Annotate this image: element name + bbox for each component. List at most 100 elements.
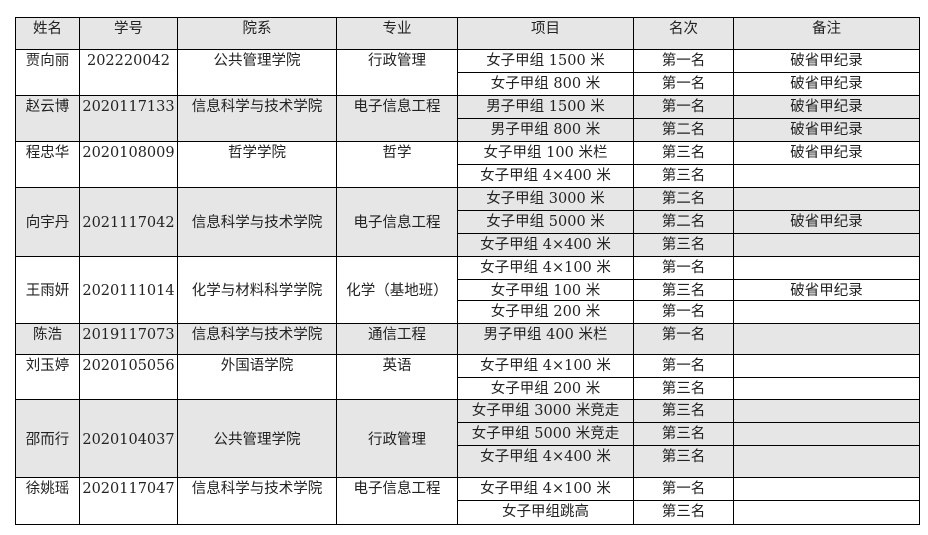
student-name-cell: 邵而行 <box>15 399 80 478</box>
rank-cell: 第一名 <box>633 72 734 96</box>
student-name-cell: 向宇丹 <box>15 187 80 257</box>
rank-cell: 第三名 <box>633 422 734 446</box>
rank-cell: 第一名 <box>633 256 734 280</box>
table-row: 女子甲组 4×400 米第三名 <box>16 164 920 188</box>
rank-cell: 第三名 <box>633 377 734 400</box>
note-cell <box>733 477 920 501</box>
header-rank: 名次 <box>633 17 734 50</box>
event-cell: 男子甲组 1500 米 <box>457 95 634 119</box>
college-cell: 信息科学与技术学院 <box>177 323 337 355</box>
rank-cell: 第一名 <box>633 300 734 324</box>
table-row: 女子甲组 800 米第一名 破省甲纪录 <box>16 72 920 96</box>
table-row: 男子甲组 800 米第二名 破省甲纪录 <box>16 118 920 142</box>
student-id-cell: 2020104037 <box>79 399 178 478</box>
event-cell: 女子甲组 100 米 <box>457 279 634 301</box>
major-cell: 哲学 <box>336 141 458 188</box>
college-cell: 外国语学院 <box>177 354 337 400</box>
student-name-cell: 刘玉婷 <box>15 354 80 400</box>
rank-cell: 第一名 <box>633 49 734 73</box>
student-name-cell: 程忠华 <box>15 141 80 188</box>
table-row: 女子甲组跳高 第三名 <box>16 500 920 525</box>
note-cell <box>733 164 920 188</box>
note-cell <box>733 256 920 280</box>
rank-cell: 第二名 <box>633 210 734 234</box>
event-cell: 女子甲组跳高 <box>457 500 634 525</box>
note-cell: 破省甲纪录 <box>733 141 920 165</box>
event-cell: 女子甲组 800 米 <box>457 72 634 96</box>
student-name-cell: 陈浩 <box>15 323 80 355</box>
student-name-cell: 赵云博 <box>15 95 80 142</box>
student-id-cell: 2020108009 <box>79 141 178 188</box>
major-cell: 化学（基地班） <box>336 256 458 324</box>
student-id-cell: 2020117133 <box>79 95 178 142</box>
header-major: 专业 <box>336 17 458 50</box>
rank-cell: 第一名 <box>633 95 734 119</box>
header-note: 备注 <box>733 17 920 50</box>
event-cell: 女子甲组 3000 米竞走 <box>457 399 634 423</box>
note-cell <box>733 445 920 478</box>
event-cell: 女子甲组 5000 米 <box>457 210 634 234</box>
table-body: 贾向丽 202220042 公共管理学院 行政管理 女子甲组 1500 米第一名 破省甲纪… <box>15 49 920 525</box>
student-id-cell: 2020117047 <box>79 477 178 525</box>
major-cell: 通信工程 <box>336 323 458 355</box>
note-cell <box>733 500 920 525</box>
major-cell: 电子信息工程 <box>336 187 458 257</box>
header-student-id: 学号 <box>79 17 178 50</box>
rank-cell: 第三名 <box>633 500 734 525</box>
table-row: 女子甲组 4×400 米第三名 <box>16 445 920 478</box>
event-cell: 女子甲组 4×100 米 <box>457 256 634 280</box>
table-row: 女子甲组 100 米第三名 破省甲纪录 <box>16 279 920 301</box>
student-name-cell: 徐姚瑶 <box>15 477 80 525</box>
table-row: 女子甲组 5000 米第二名 破省甲纪录 <box>16 210 920 234</box>
table-row: 程忠华 2020108009 哲学学院 哲学 女子甲组 100 米栏 第三名 破省甲纪录 <box>15 141 920 188</box>
awards-table: 姓名 学号 院系 专业 项目 名次 备注 贾向丽 202220042 公共管理学院行… <box>15 17 920 525</box>
note-cell: 破省甲纪录 <box>733 118 920 142</box>
event-cell: 女子甲组 200 米 <box>457 300 634 324</box>
note-cell <box>733 399 920 423</box>
note-cell <box>733 422 920 446</box>
table-row: 女子甲组 4×400 米第三名 <box>16 233 920 257</box>
event-cell: 女子甲组 4×100 米 <box>457 477 634 501</box>
note-cell <box>733 300 920 324</box>
college-cell: 化学与材料科学学院 <box>177 256 337 324</box>
rank-cell: 第二名 <box>633 187 734 211</box>
student-id-cell: 2021117042 <box>79 187 178 257</box>
event-cell: 女子甲组 4×400 米 <box>457 164 634 188</box>
event-cell: 女子甲组 4×100 米 <box>457 354 634 378</box>
rank-cell: 第三名 <box>633 279 734 301</box>
rank-cell: 第一名 <box>633 323 734 355</box>
table-row: 女子甲组 5000 米竞走 第三名 <box>16 422 920 446</box>
note-cell <box>733 233 920 257</box>
student-name-cell: 贾向丽 <box>15 49 80 96</box>
event-cell: 女子甲组 1500 米 <box>457 49 634 73</box>
major-cell: 电子信息工程 <box>336 95 458 142</box>
table-row: 赵云博 2020117133 信息科学与技术学院 电子信息工程 男子甲组 1500 米第… <box>15 95 920 142</box>
major-cell: 电子信息工程 <box>336 477 458 525</box>
table-row: 邵而行 2020104037 公共管理学院 行政管理 女子甲组 3000 米竞走 第三名 <box>15 399 920 478</box>
header-row: 姓名 学号 院系 专业 项目 名次 备注 <box>15 17 920 50</box>
table-row: 王雨妍 2020111014 化学与材料科学学院 化学（基地班） 女子甲组 4×100 … <box>15 256 920 324</box>
rank-cell: 第一名 <box>633 477 734 501</box>
note-cell: 破省甲纪录 <box>733 210 920 234</box>
student-id-cell: 2019117073 <box>79 323 178 355</box>
rank-cell: 第三名 <box>633 233 734 257</box>
college-cell: 信息科学与技术学院 <box>177 95 337 142</box>
rank-cell: 第三名 <box>633 164 734 188</box>
college-cell: 哲学学院 <box>177 141 337 188</box>
major-cell: 行政管理 <box>336 49 458 96</box>
table-row: 贾向丽 202220042 公共管理学院 行政管理 女子甲组 1500 米第一名 破省甲纪… <box>15 49 920 96</box>
note-cell <box>733 377 920 400</box>
major-cell: 行政管理 <box>336 399 458 478</box>
student-id-cell: 2020111014 <box>79 256 178 324</box>
student-id-cell: 202220042 <box>79 49 178 96</box>
event-cell: 女子甲组 3000 米 <box>457 187 634 211</box>
note-cell: 破省甲纪录 <box>733 72 920 96</box>
college-cell: 信息科学与技术学院 <box>177 187 337 257</box>
event-cell: 男子甲组 400 米栏 <box>457 323 634 355</box>
note-cell: 破省甲纪录 <box>733 279 920 301</box>
event-cell: 女子甲组 100 米栏 <box>457 141 634 165</box>
header-event: 项目 <box>457 17 634 50</box>
rank-cell: 第三名 <box>633 445 734 478</box>
major-cell: 英语 <box>336 354 458 400</box>
event-cell: 女子甲组 4×400 米 <box>457 233 634 257</box>
